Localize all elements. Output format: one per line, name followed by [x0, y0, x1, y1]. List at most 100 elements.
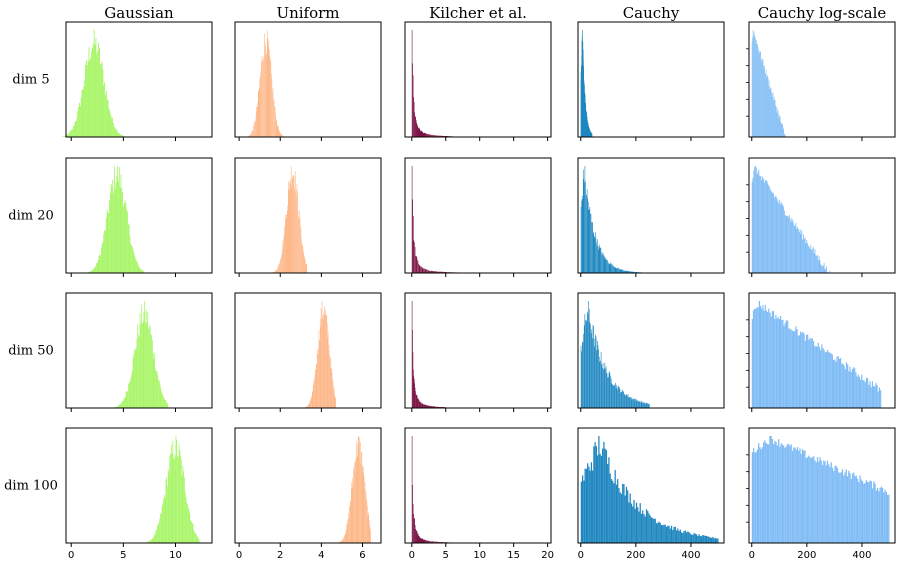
panel-gaussian-dim-100: 0 5 10 [65, 427, 213, 561]
histogram-bar [416, 124, 418, 137]
histogram-bar [754, 166, 756, 273]
histogram-bar [148, 328, 149, 408]
histogram-bar [431, 271, 432, 273]
histogram-bar [689, 533, 691, 543]
histogram-bar [658, 521, 660, 543]
histogram-bar [841, 469, 844, 543]
histogram-bar [433, 135, 434, 137]
histogram-bar [832, 360, 835, 408]
histogram-bar [781, 123, 782, 137]
histogram-bar [120, 174, 122, 273]
histogram-bar [122, 206, 124, 273]
histogram-bar [122, 401, 124, 408]
histogram-bar [102, 69, 104, 137]
histogram-bar [757, 44, 758, 138]
histogram-bar [790, 444, 792, 543]
histogram-bar [340, 540, 342, 543]
histogram-bar [197, 537, 199, 543]
histogram-bar [776, 107, 778, 137]
histogram-bar [170, 454, 171, 543]
histogram-bar [789, 219, 791, 273]
histogram-bar [305, 264, 307, 273]
histogram-bar [755, 167, 757, 273]
histogram-bar [411, 30, 413, 137]
histogram-bar [874, 483, 876, 543]
histogram-bar [760, 449, 762, 543]
histogram-bar [360, 463, 362, 543]
histogram-bar [435, 135, 436, 137]
histogram-bar [793, 222, 794, 273]
histogram-bar [862, 380, 864, 408]
panel-uniform-dim-50 [234, 292, 382, 412]
histogram-bar [138, 334, 139, 408]
histogram-bar [294, 191, 296, 273]
histogram-bar [420, 403, 421, 408]
panel-cauchy-log-scale-dim-20 [746, 157, 896, 277]
histogram-bar [431, 541, 433, 543]
histogram-bar [668, 525, 670, 543]
histogram-bar [327, 332, 329, 408]
histogram-bar [599, 453, 601, 543]
histogram-bar [771, 191, 773, 273]
row-label-dim-100: dim 100 [4, 479, 58, 494]
histogram-bar [675, 530, 678, 543]
histogram-bar [429, 134, 430, 137]
histogram-bar [611, 263, 612, 273]
histogram-bar [289, 179, 291, 273]
histogram-bar [608, 371, 610, 408]
histogram-bar [421, 403, 423, 408]
histogram-bar [620, 493, 623, 543]
histogram-bar [93, 268, 95, 273]
histogram-bar [611, 383, 613, 408]
histogram-bar [791, 218, 793, 273]
histogram-bar [888, 494, 890, 543]
histogram-bar [614, 384, 616, 408]
histogram-bar [261, 61, 262, 137]
histogram-bar [783, 445, 785, 543]
histogram-bar [595, 238, 597, 273]
histogram-bar [148, 541, 150, 543]
histogram-bar [137, 324, 139, 408]
histogram-bar [592, 324, 594, 408]
histogram-bar [767, 77, 769, 137]
histogram-bar [767, 74, 768, 137]
histogram-bar [121, 402, 122, 408]
histogram-bar [301, 244, 303, 273]
histogram-bar [418, 264, 420, 273]
histogram-bar [809, 337, 811, 408]
histogram-bar [791, 450, 794, 543]
histogram-bar [88, 47, 90, 137]
histogram-bar [281, 253, 283, 273]
histogram-bar [274, 106, 275, 137]
histogram-bar [101, 244, 103, 273]
histogram-bar [621, 391, 623, 408]
histogram-bar [610, 378, 612, 408]
histogram-bar [634, 508, 636, 543]
histogram-bar [846, 476, 849, 543]
histogram-bar [759, 175, 761, 273]
histogram-bar [284, 233, 286, 273]
histogram-bar [583, 325, 585, 408]
histogram-bar [431, 541, 432, 543]
histogram-bar [156, 529, 158, 543]
histogram-bar [863, 380, 865, 408]
histogram-bar [112, 117, 113, 137]
histogram-bar [288, 181, 290, 273]
histogram-bar [417, 261, 419, 273]
histogram-bar [808, 339, 810, 408]
histogram-bar [439, 135, 440, 137]
histogram-bar [317, 354, 318, 408]
histogram-bar [825, 268, 827, 273]
histogram-bar [758, 301, 760, 408]
histogram-bar [619, 388, 621, 408]
histogram-bar [592, 231, 594, 273]
histogram-bar [610, 479, 613, 543]
histogram-bar [426, 134, 427, 137]
histogram-bar [121, 401, 123, 408]
histogram-bar [852, 367, 855, 408]
histogram-bar [435, 541, 437, 543]
histogram-bar [802, 331, 804, 408]
histogram-bar [772, 193, 774, 273]
histogram-bar [590, 213, 591, 273]
histogram-bar [632, 399, 633, 408]
